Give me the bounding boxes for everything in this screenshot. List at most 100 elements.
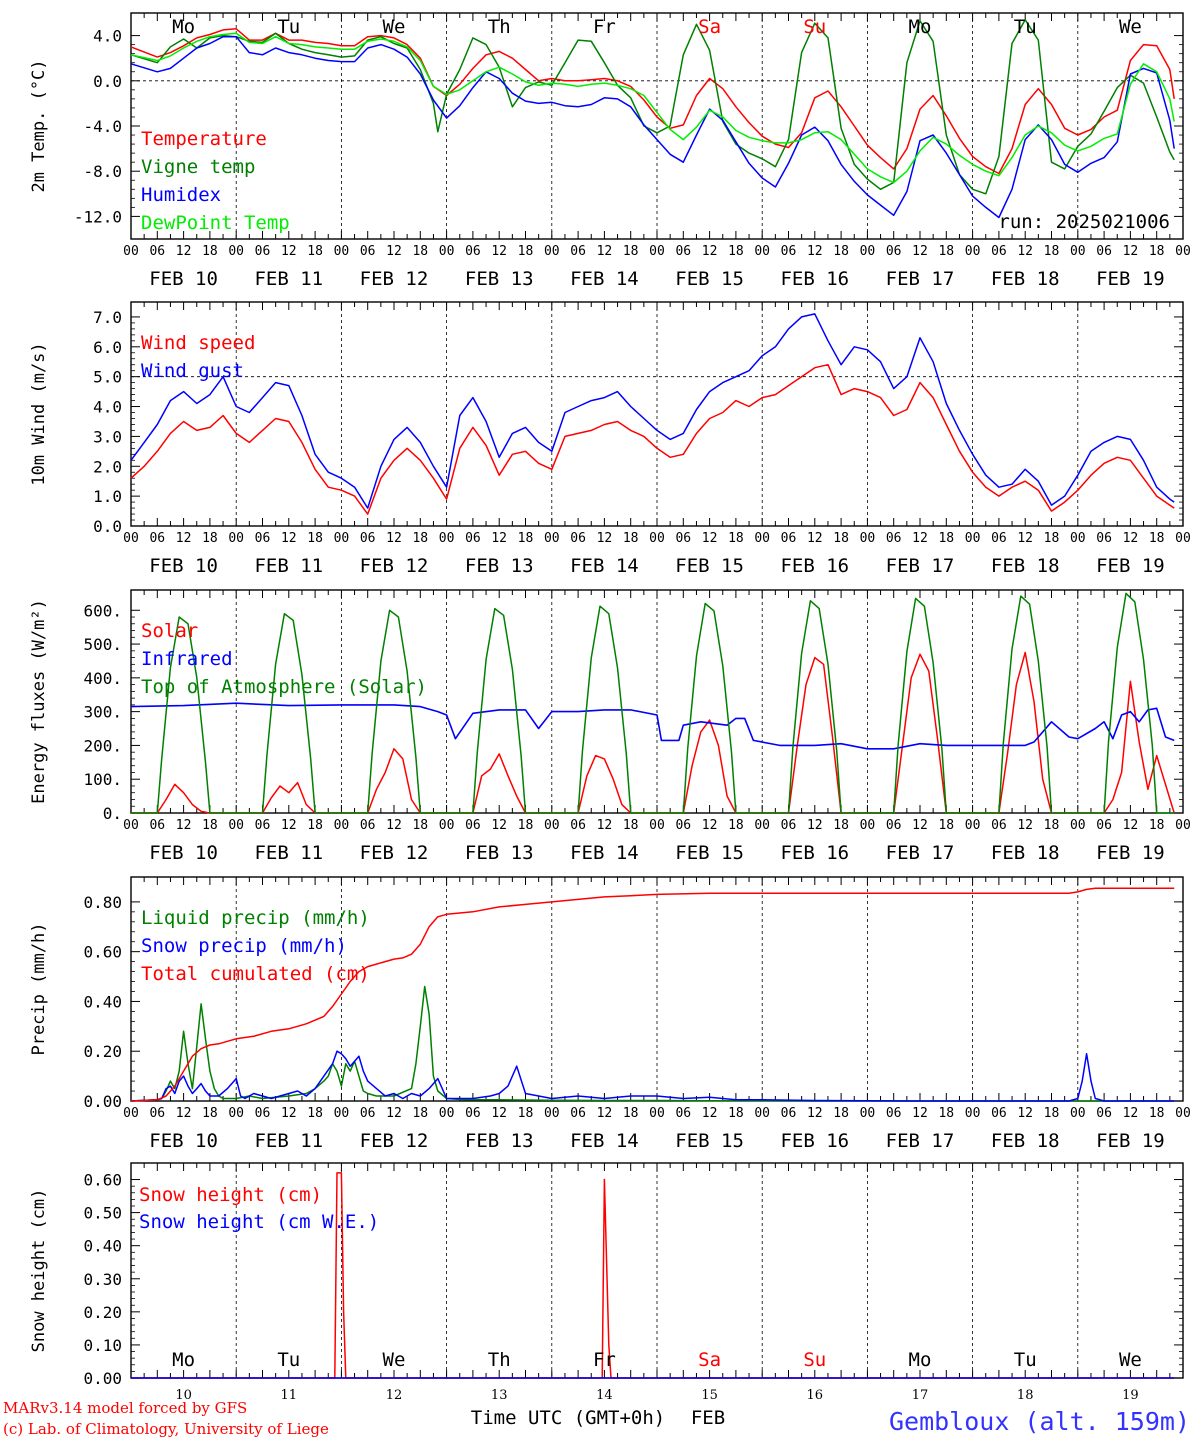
x-tick-label: 12 (491, 244, 507, 259)
x-tick-label: 06 (1096, 244, 1112, 259)
weekday-label: Th (488, 16, 511, 38)
date-label: FEB 12 (360, 268, 429, 290)
x-tick-label: 18 (307, 1106, 323, 1121)
y-tick-label: 0.00 (83, 1092, 122, 1111)
legend-entry: Total cumulated (cm) (141, 963, 370, 985)
date-label: FEB 14 (570, 268, 639, 290)
y-tick-label: 7.0 (93, 308, 122, 327)
x-tick-label: 12 (1017, 244, 1033, 259)
x-tick-label: 18 (623, 1106, 639, 1121)
weekday-label: Mo (909, 16, 932, 38)
x-tick-label: 00 (1175, 818, 1191, 833)
date-label: FEB 17 (886, 555, 955, 577)
date-label: FEB 19 (1096, 268, 1165, 290)
x-tick-label: 12 (597, 1106, 613, 1121)
date-label: FEB 18 (991, 1130, 1060, 1152)
y-axis-label: Energy fluxes (W/m²) (29, 599, 49, 804)
x-tick-label: 00 (860, 531, 876, 546)
x-tick-label: 12 (176, 244, 192, 259)
series-line-top-of-atmosphere-solar- (131, 592, 1175, 814)
x-tick-label: 06 (991, 818, 1007, 833)
date-label: FEB 19 (1096, 1130, 1165, 1152)
y-tick-label: 600. (83, 601, 122, 620)
x-tick-label: 12 (386, 1106, 402, 1121)
x-tick-label: 00 (754, 244, 770, 259)
x-tick-label: 00 (544, 818, 560, 833)
y-axis-label: Precip (mm/h) (29, 922, 49, 1055)
x-tick-label: 00 (544, 244, 560, 259)
legend-entry: Snow precip (mm/h) (141, 935, 347, 957)
date-label: FEB 16 (780, 842, 849, 864)
legend-entry: Top of Atmosphere (Solar) (141, 676, 427, 698)
x-tick-label: 00 (754, 1106, 770, 1121)
date-label: FEB 15 (675, 842, 744, 864)
x-tick-label: 12 (1123, 244, 1139, 259)
x-tick-label: 18 (412, 818, 428, 833)
date-label: FEB 14 (570, 842, 639, 864)
x-tick-label: 18 (518, 1106, 534, 1121)
x-tick-label: 06 (465, 531, 481, 546)
x-tick-label: 18 (1149, 818, 1165, 833)
x-tick-label: 12 (912, 818, 928, 833)
x-tick-label: 06 (991, 244, 1007, 259)
x-tick-label: 12 (807, 244, 823, 259)
y-axis-label: 2m Temp. (°C) (29, 59, 49, 192)
x-tick-label: 12 (1123, 531, 1139, 546)
panel-4: 0.00 0.20 0.40 0.60 0.80 Precip (mm/h) Liquid … (29, 876, 1191, 1152)
x-tick-label: 00 (123, 818, 139, 833)
x-tick-label: 00 (754, 531, 770, 546)
x-tick-label: 06 (675, 818, 691, 833)
x-tick-label: 06 (991, 1106, 1007, 1121)
date-label: FEB 10 (149, 555, 218, 577)
y-axis-label: 10m Wind (m/s) (29, 342, 49, 485)
station-label: Gembloux (alt. 159m) (889, 1407, 1190, 1436)
y-tick-label: 0.20 (83, 1303, 122, 1322)
x-tick-label: 00 (860, 1106, 876, 1121)
date-label: FEB 11 (254, 1130, 323, 1152)
x-tick-label: 06 (255, 1106, 271, 1121)
x-tick-label: 06 (570, 244, 586, 259)
weekday-label: Th (488, 1349, 511, 1371)
x-tick-label: 00 (965, 244, 981, 259)
series-line-temperature (130, 28, 1175, 175)
x-tick-label: 00 (439, 818, 455, 833)
x-tick-label: 18 (1044, 244, 1060, 259)
weekday-label: Su (803, 16, 826, 38)
x-tick-label: 12 (1123, 818, 1139, 833)
y-tick-label: 2.0 (93, 457, 122, 476)
series-line-infrared (130, 702, 1175, 750)
y-tick-label: 0.30 (83, 1270, 122, 1289)
panel-2: 0.0 1.0 2.0 3.0 4.0 5.0 6.0 7.0 10m Wind (m/s) Wi… (29, 301, 1191, 577)
x-tick-label: 12 (176, 531, 192, 546)
x-tick-label: 00 (439, 531, 455, 546)
x-tick-label: 12 (1017, 531, 1033, 546)
x-tick-label: 00 (544, 531, 560, 546)
y-tick-label: 0.60 (83, 1171, 122, 1190)
x-tick-label: 06 (675, 1106, 691, 1121)
date-label: FEB 14 (570, 1130, 639, 1152)
y-tick-label: 100. (83, 770, 122, 789)
date-label: FEB 10 (149, 268, 218, 290)
weekday-label: Mo (172, 1349, 195, 1371)
date-label: FEB 15 (675, 268, 744, 290)
x-tick-label: 12 (281, 1106, 297, 1121)
x-tick-label: 00 (965, 531, 981, 546)
footer-day-number: 17 (912, 1388, 929, 1403)
x-tick-label: 00 (123, 244, 139, 259)
run-label: run: 2025021006 (998, 211, 1170, 233)
x-tick-label: 18 (938, 531, 954, 546)
x-tick-label: 00 (1070, 818, 1086, 833)
y-tick-label: 0.60 (83, 943, 122, 962)
x-tick-label: 18 (938, 244, 954, 259)
weekday-label: We (1119, 16, 1142, 38)
date-label: FEB 13 (465, 842, 534, 864)
month-label: FEB (691, 1407, 725, 1429)
x-tick-label: 12 (912, 531, 928, 546)
y-axis-label: Snow height (cm) (29, 1189, 49, 1353)
legend-entry: Humidex (141, 184, 221, 206)
x-tick-label: 06 (255, 531, 271, 546)
x-tick-label: 12 (491, 818, 507, 833)
x-tick-label: 06 (149, 1106, 165, 1121)
x-tick-label: 12 (491, 1106, 507, 1121)
x-tick-label: 00 (649, 1106, 665, 1121)
